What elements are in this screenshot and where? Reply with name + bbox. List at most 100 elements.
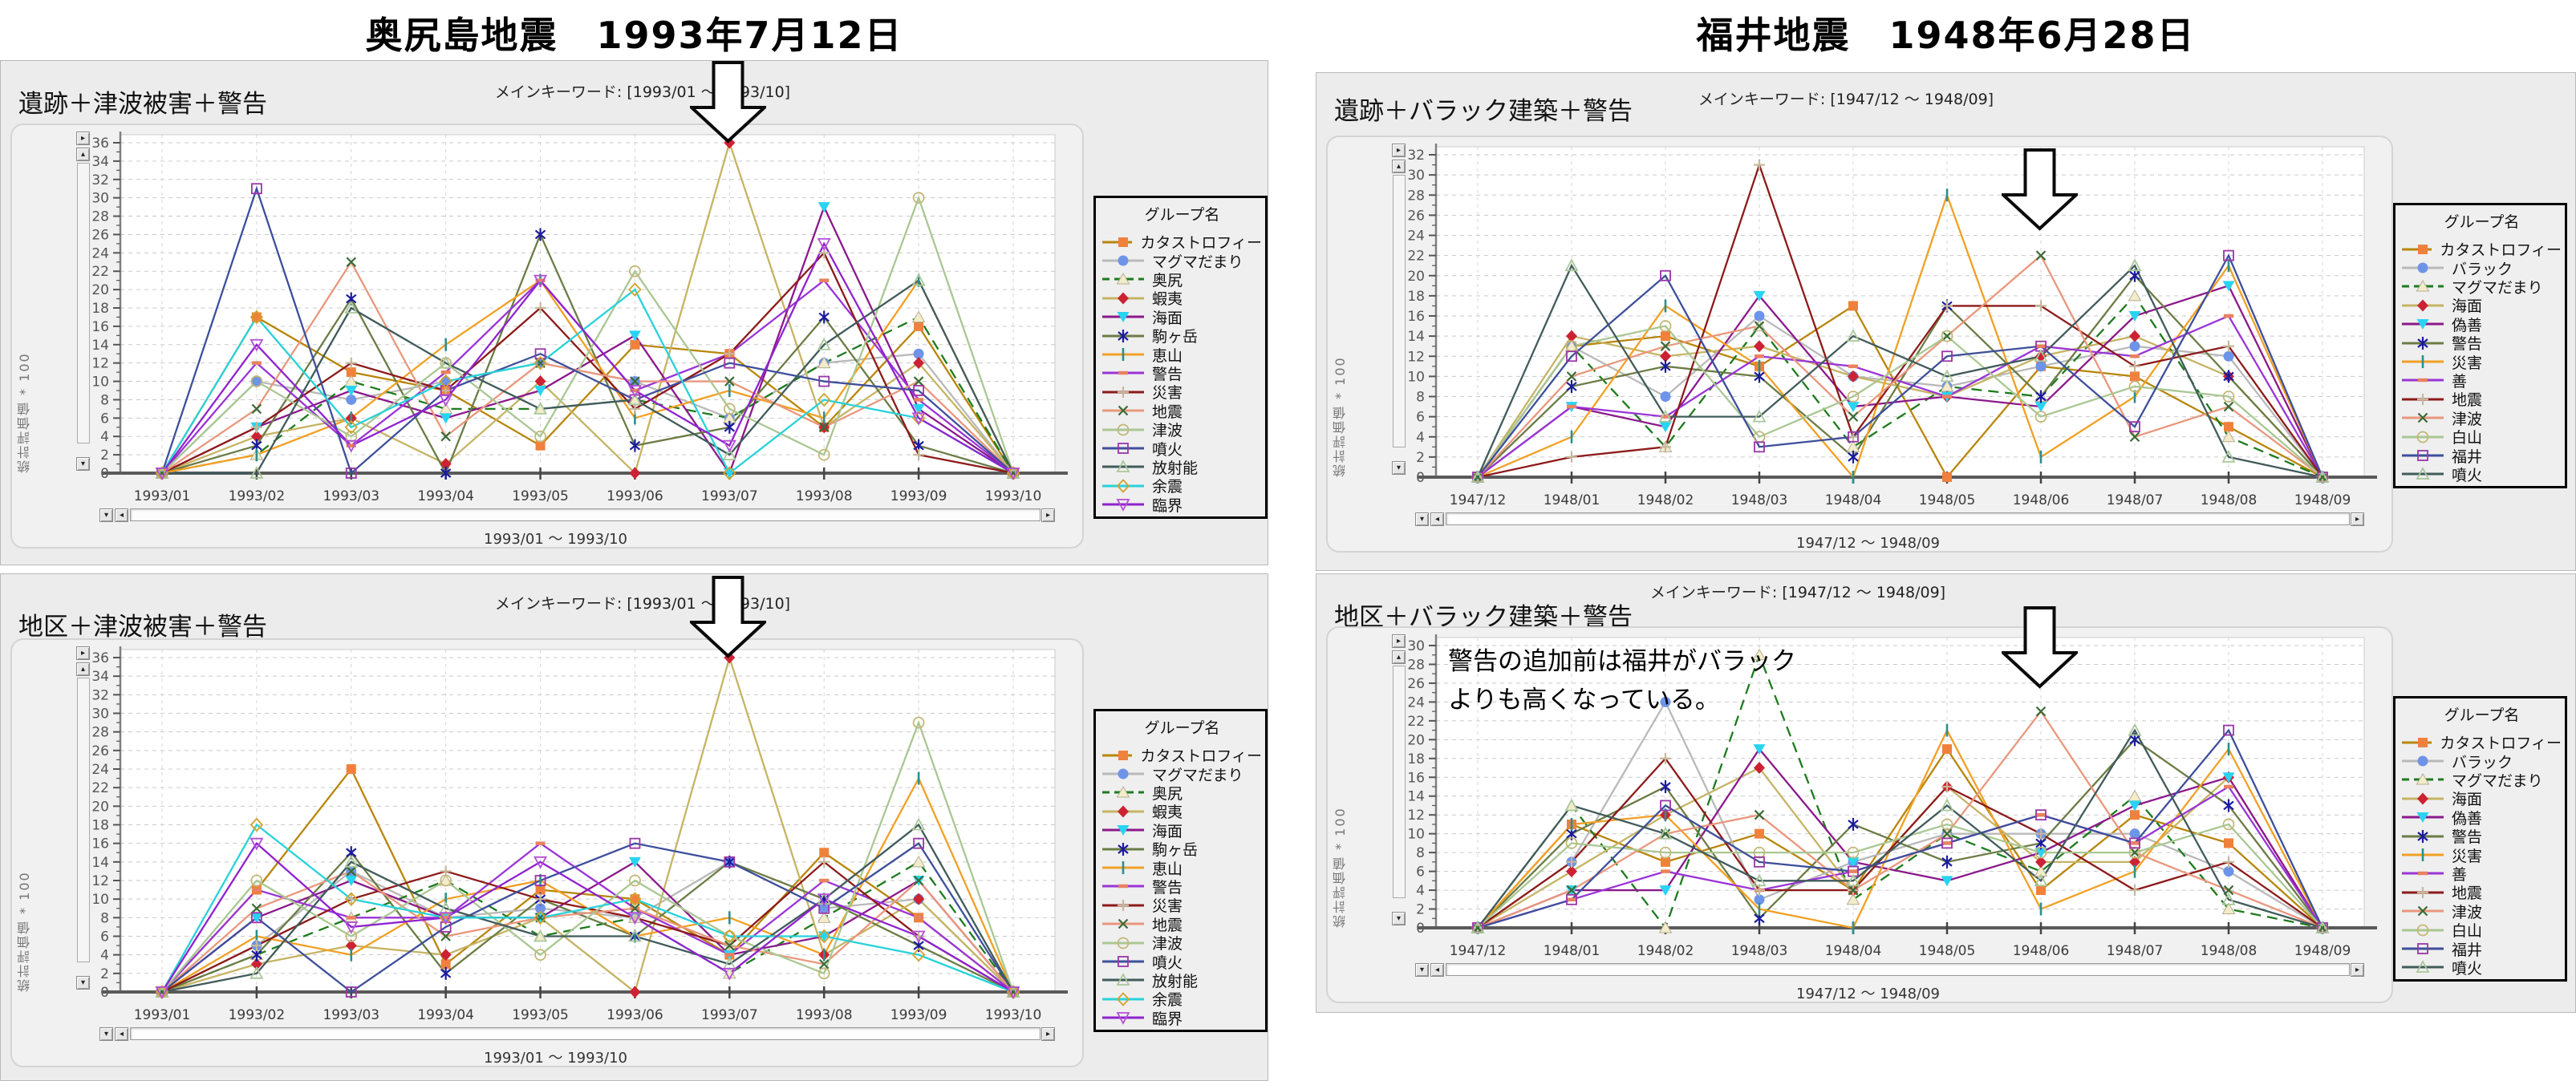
x-scroll-left-button[interactable]: ◂ bbox=[1430, 512, 1444, 526]
legend-box: グループ名 カタストロフィー マグマだまり 奥尻 蝦夷 海面 駒ヶ岳 恵山 警告 災害 地震 津波 噴火… bbox=[1093, 709, 1268, 1032]
y-scroll-page-button[interactable]: ▸ bbox=[1392, 144, 1406, 157]
y-scroll-down-button[interactable]: ▾ bbox=[1392, 912, 1406, 925]
y-scrollbar-track[interactable] bbox=[1393, 666, 1406, 898]
x-scroll-left-button[interactable]: ◂ bbox=[115, 1027, 128, 1041]
y-scroll-down-button[interactable]: ▾ bbox=[1392, 461, 1406, 475]
legend-label: 災害 bbox=[2452, 847, 2483, 865]
series-line-偽善 bbox=[1477, 284, 2324, 478]
legend-item: 警告 bbox=[1102, 877, 1262, 897]
y-scrollbar-track[interactable] bbox=[77, 678, 90, 962]
date-range-label: 1993/01 ～ 1993/10 bbox=[484, 1050, 627, 1067]
y-scrollbar-track[interactable] bbox=[77, 163, 90, 443]
legend-item: 偽善 bbox=[2402, 315, 2562, 334]
y-scroll-up-button[interactable]: ▴ bbox=[1392, 160, 1406, 173]
svg-text:22: 22 bbox=[1407, 249, 1425, 265]
y-scroll-page-button[interactable]: ▸ bbox=[1392, 634, 1406, 648]
legend-item: 放射能 bbox=[1102, 971, 1262, 990]
legend-swatch-circle_o-icon bbox=[1102, 937, 1144, 949]
legend-item: 津波 bbox=[1102, 420, 1262, 439]
legend-label: 偽善 bbox=[2452, 809, 2483, 828]
legend-label: 災害 bbox=[1152, 897, 1183, 916]
legend-label: 臨界 bbox=[1152, 496, 1183, 515]
y-scroll-down-button[interactable]: ▾ bbox=[76, 457, 90, 471]
y-scroll-page-button[interactable]: ▸ bbox=[76, 646, 90, 660]
svg-text:1948/06: 1948/06 bbox=[2013, 492, 2070, 508]
x-scroll-left-button[interactable]: ◂ bbox=[1430, 963, 1444, 977]
x-scroll-menu-button[interactable]: ▾ bbox=[99, 508, 113, 522]
legend-swatch-square_o-icon bbox=[1102, 956, 1144, 967]
legend-swatch-vbar-icon bbox=[1102, 348, 1144, 362]
series-line-噴火 bbox=[161, 842, 1014, 994]
x-scroll-menu-button[interactable]: ▾ bbox=[99, 1027, 113, 1041]
x-scroll-right-button[interactable]: ▸ bbox=[2351, 963, 2364, 977]
y-scroll-up-button[interactable]: ▴ bbox=[76, 662, 90, 676]
legend-label: 津波 bbox=[2452, 410, 2483, 428]
svg-text:1948/01: 1948/01 bbox=[1544, 492, 1600, 508]
legend-item: 臨界 bbox=[1102, 495, 1262, 515]
x-scrollbar-track[interactable] bbox=[130, 1027, 1041, 1040]
y-scrollbar-track[interactable] bbox=[1393, 175, 1406, 447]
svg-text:26: 26 bbox=[91, 227, 109, 243]
svg-text:1993/09: 1993/09 bbox=[890, 488, 947, 504]
legend-label: カタストロフィー bbox=[1140, 747, 1262, 766]
svg-text:12: 12 bbox=[91, 873, 109, 889]
series-line-地震 bbox=[161, 260, 1014, 474]
y-scroll-up-button[interactable]: ▴ bbox=[1392, 650, 1406, 664]
legend-swatch-square-icon bbox=[1102, 750, 1133, 760]
legend-item: 駒ヶ岳 bbox=[1102, 326, 1262, 346]
svg-text:24: 24 bbox=[1407, 229, 1425, 245]
legend-item: 余震 bbox=[1102, 476, 1262, 496]
svg-text:4: 4 bbox=[100, 948, 109, 964]
legend-swatch-tri_down-icon bbox=[2402, 812, 2444, 824]
legend-item: マグマだまり bbox=[1102, 251, 1262, 271]
legend-swatch-diamond-icon bbox=[1102, 805, 1144, 818]
svg-text:1993/07: 1993/07 bbox=[701, 1007, 758, 1023]
x-scroll-menu-button[interactable]: ▾ bbox=[1415, 963, 1429, 977]
legend-swatch-vbar-icon bbox=[1102, 861, 1144, 875]
legend-swatch-vbar-icon bbox=[2402, 848, 2444, 862]
legend-swatch-diamond_o-icon bbox=[1102, 991, 1144, 1006]
x-scrollbar-track[interactable] bbox=[130, 508, 1041, 521]
legend-item: カタストロフィー bbox=[2402, 240, 2562, 259]
right-page-title: 福井地震 1948年6月28日 bbox=[1696, 14, 2196, 57]
svg-text:24: 24 bbox=[1407, 694, 1425, 711]
x-scroll-left-button[interactable]: ◂ bbox=[115, 508, 128, 522]
svg-text:30: 30 bbox=[1407, 638, 1425, 654]
legend-label: 地震 bbox=[1152, 916, 1183, 934]
legend-swatch-plus-icon bbox=[1102, 386, 1144, 398]
legend-label: 福井 bbox=[2452, 941, 2483, 959]
y-scroll-down-button[interactable]: ▾ bbox=[76, 976, 90, 990]
legend-swatch-x-icon bbox=[1102, 405, 1144, 416]
series-line-福井 bbox=[1477, 728, 2324, 929]
y-scroll-page-button[interactable]: ▸ bbox=[76, 132, 90, 145]
legend-item: 海面 bbox=[1102, 308, 1262, 327]
legend-label: 恵山 bbox=[1152, 860, 1183, 878]
legend-swatch-diamond-icon bbox=[2402, 792, 2444, 805]
section-title: 遺跡＋バラック建築＋警告 bbox=[1334, 97, 1633, 126]
x-scrollbar-track[interactable] bbox=[1446, 963, 2350, 976]
y-scroll-up-button[interactable]: ▴ bbox=[76, 148, 90, 161]
legend-item: 災害 bbox=[2402, 845, 2562, 865]
x-scroll-menu-button[interactable]: ▾ bbox=[1415, 512, 1429, 526]
legend-item: マグマだまり bbox=[2402, 277, 2562, 297]
date-range-label: 1993/01 ～ 1993/10 bbox=[484, 531, 627, 548]
legend-swatch-hdash-icon bbox=[1102, 885, 1144, 889]
svg-text:6: 6 bbox=[100, 411, 109, 427]
svg-text:28: 28 bbox=[1407, 657, 1425, 673]
legend-item: 警告 bbox=[1102, 364, 1262, 383]
legend-label: 奥尻 bbox=[1152, 784, 1183, 803]
svg-text:26: 26 bbox=[91, 743, 109, 759]
series-line-津波 bbox=[1477, 253, 2323, 478]
x-scroll-right-button[interactable]: ▸ bbox=[2351, 512, 2364, 526]
legend-title: グループ名 bbox=[2444, 706, 2520, 724]
x-scroll-right-button[interactable]: ▸ bbox=[1041, 1027, 1055, 1041]
svg-text:18: 18 bbox=[91, 301, 109, 317]
legend-swatch-circle-icon bbox=[1102, 255, 1144, 266]
svg-text:34: 34 bbox=[91, 154, 109, 170]
legend-swatch-plus-icon bbox=[2402, 886, 2444, 898]
x-scrollbar-track[interactable] bbox=[1446, 512, 2350, 525]
svg-text:1948/07: 1948/07 bbox=[2107, 943, 2164, 959]
svg-text:12: 12 bbox=[1407, 808, 1425, 824]
x-scroll-right-button[interactable]: ▸ bbox=[1041, 508, 1055, 522]
svg-text:18: 18 bbox=[1407, 751, 1425, 767]
